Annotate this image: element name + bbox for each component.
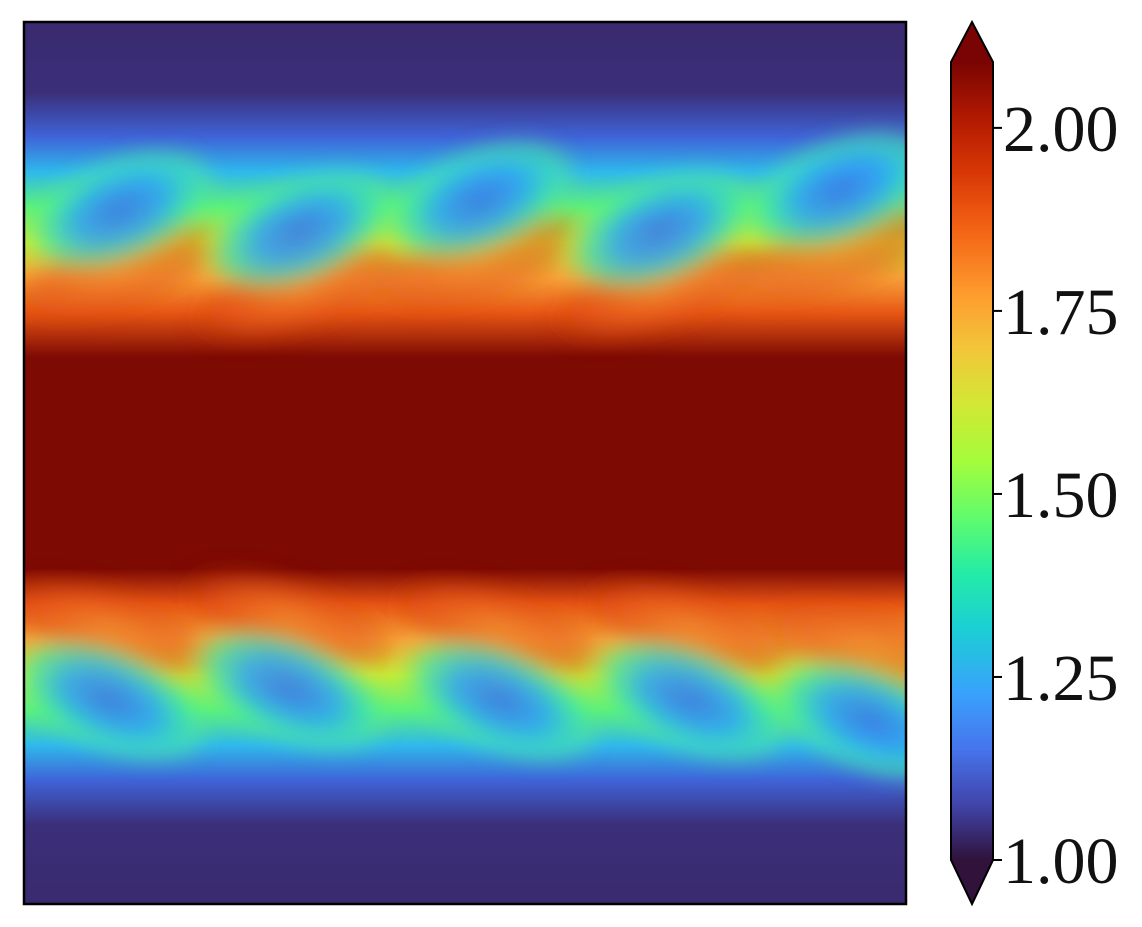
vortex-roll (395, 634, 605, 766)
vortex-roll (725, 193, 906, 307)
vortex-roll (24, 145, 220, 275)
colorbar-tick-label: 1.75 (1003, 276, 1119, 349)
vortex-roll (185, 624, 395, 756)
vortex-roll (24, 634, 215, 766)
vortex-roll (175, 563, 405, 677)
colorbar-tick-label: 1.25 (1003, 642, 1119, 715)
vortex-roll (24, 573, 225, 687)
vortex-roll (765, 654, 906, 786)
vortex-roll (380, 135, 580, 265)
colorbar-extend-max (951, 22, 993, 62)
colorbar-ticks: 1.00 1.25 1.50 1.75 2.00 (993, 93, 1119, 898)
colorbar-gradient (951, 62, 993, 860)
vortex-roll (24, 213, 235, 327)
vortex-roll (365, 203, 595, 317)
vortex-roll (740, 125, 906, 255)
colorbar: 1.00 1.25 1.50 1.75 2.00 (950, 19, 1119, 907)
colorbar-tick-label: 2.00 (1003, 93, 1119, 166)
vortex-roll (755, 593, 906, 707)
heatmap-panel (24, 22, 906, 904)
vortex-roll (575, 573, 805, 687)
colorbar-tick-label: 1.00 (1003, 825, 1119, 898)
vortex-roll (185, 233, 415, 347)
vortex-roll (385, 573, 615, 687)
vortex-roll (585, 634, 795, 766)
colorbar-extend-min (951, 860, 993, 904)
plot-frame (22, 20, 908, 906)
shear-layer-vortices (24, 125, 906, 786)
colorbar-tick-label: 1.50 (1003, 459, 1119, 532)
vortex-roll (545, 233, 775, 347)
colorbar-outline (950, 19, 994, 907)
vortex-roll (560, 165, 760, 295)
vortex-roll (200, 165, 400, 295)
